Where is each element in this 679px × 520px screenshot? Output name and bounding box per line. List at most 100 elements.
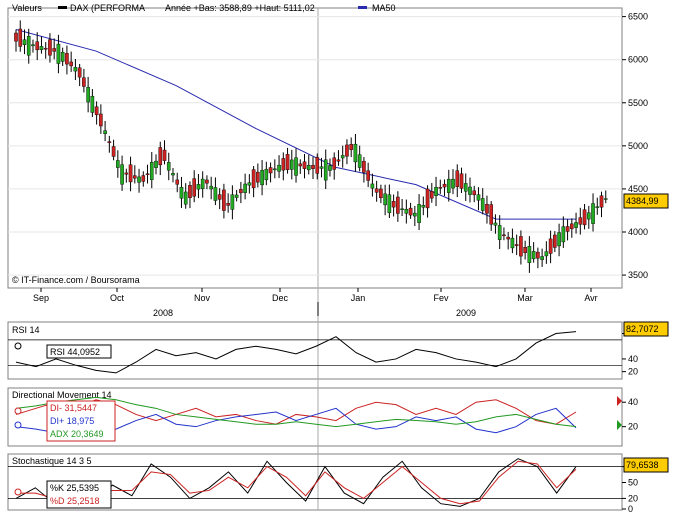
x-month-label: Oct [110,293,125,303]
candle-down [553,234,557,248]
candle-up [417,204,421,223]
stochastic-last-value: 79,6538 [626,460,659,470]
candle-down [536,251,540,259]
candle-up [603,198,608,200]
candle-up [476,194,481,201]
price-tick-label: 5500 [628,98,648,108]
x-month-label: Dec [272,293,289,303]
candle-down [298,163,303,167]
x-axis: Sep Oct Nov Dec Jan Fev Mar Avr 2008 2009 [33,288,598,318]
candle-down [256,171,260,183]
candle-up [149,161,154,180]
rsi-last-value-box [623,321,669,337]
candle-down [48,39,52,56]
candle-up [510,237,515,249]
candle-down [285,154,290,171]
candle-down [599,195,604,208]
indicator-tick-label: 50 [628,478,638,488]
candle-up [264,168,269,181]
candle-up [171,173,175,176]
candle-up [230,194,235,210]
candle-down [570,223,574,230]
candle-down [430,191,434,199]
candle-down [124,172,129,175]
rsi-lines [8,331,622,374]
candle-up [86,86,90,103]
dmi-y-axis: 40 20 [622,397,638,432]
candle-up [591,203,595,224]
dmi-minus-value: DI- 31,5447 [50,403,97,413]
candle-up [196,184,201,190]
candle-down [315,157,320,174]
x-month-label: Avr [584,293,597,303]
candle-down [472,190,477,196]
rsi-value-box [46,344,112,359]
candle-down [374,188,379,193]
candle-down [18,28,23,47]
candle-down [332,157,337,170]
candle-down [239,189,243,194]
candle-down [502,234,506,237]
legend-instrument: DAX (PERFORMA [70,3,145,13]
indicator-tick-label: 20 [628,367,638,377]
dmi-minus-marker-icon [14,407,22,415]
candle-up [116,160,120,168]
stochastic-marker-icon [14,488,22,496]
candle-down [455,170,460,187]
candle-up [353,143,358,163]
candle-down [222,189,226,211]
candle-up [39,46,44,51]
series-rsi [15,331,577,374]
candle-down [459,173,464,189]
candle-down [565,226,570,232]
candle-up [179,186,184,199]
candle-up [247,182,252,186]
candle-up [323,159,328,181]
candle-up [154,160,158,168]
candle-up [480,198,485,211]
candle-down [145,173,150,175]
candle-up [73,67,78,72]
candle-down [205,179,209,184]
candle-up [234,194,239,198]
x-year-label: 2009 [456,308,476,318]
candle-down [425,188,430,209]
dmi-title: Directional Movement 14 [12,390,112,400]
stoch-k-value: %K 25,5395 [50,483,99,493]
candle-up [166,162,171,171]
stoch-d-value: %D 25,2518 [50,496,100,506]
legend-range: Année +Bas: 3588,89 +Haut: 5111,02 [165,3,315,13]
candle-up [200,178,205,189]
price-y-axis: 6500 6000 5500 5000 4500 4000 3500 [622,12,648,280]
candle-up [434,186,438,196]
candle-legend-swatch [58,6,67,9]
price-tick-label: 3500 [628,270,648,280]
candle-down [141,175,146,182]
candle-down [336,159,341,162]
candle-down [281,158,286,171]
candle-up [497,225,502,240]
candle-down [442,183,447,188]
dmi-minus-pointer-icon [617,396,622,406]
candle-up [26,36,31,56]
candle-down [438,187,443,189]
candle-up [451,178,455,189]
candle-up [22,39,27,45]
dmi-value-box [46,400,116,442]
stochastic-value-box [46,480,112,509]
candle-up [413,212,417,217]
price-last-value-box [623,193,669,209]
candle-down [391,201,396,208]
price-tick-label: 5000 [628,141,648,151]
x-month-label: Sep [33,293,49,303]
candle-down [217,194,222,200]
candle-down [268,167,273,174]
candle-up [561,226,566,243]
candle-down [548,238,553,254]
candle-down [162,149,167,161]
x-month-label: Jan [351,293,366,303]
indicator-tick-label: 20 [628,422,638,432]
price-candles [14,20,608,273]
